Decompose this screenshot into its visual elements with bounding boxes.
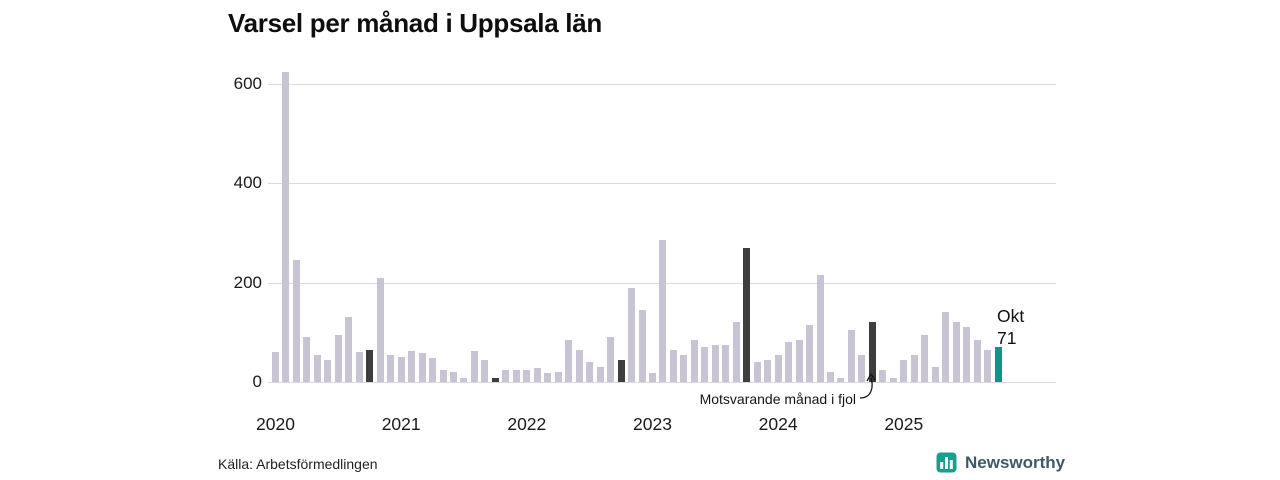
- bar-jul-2023: [711, 344, 719, 382]
- x-tick-label-2024: 2024: [758, 414, 798, 434]
- bar-jun-2020: [324, 359, 332, 382]
- bar-feb-2021: [408, 351, 416, 382]
- bar-maj-2025: [942, 312, 950, 382]
- bar-okt-2020: [366, 349, 374, 382]
- bar-dec-2023: [764, 359, 772, 382]
- bar-mar-2020: [292, 260, 300, 382]
- bar-apr-2021: [429, 358, 437, 382]
- current-value: 71: [997, 328, 1017, 348]
- bar-feb-2023: [659, 240, 667, 382]
- bar-sep-2023: [732, 322, 740, 382]
- bar-feb-2022: [533, 368, 541, 382]
- bar-mar-2022: [544, 373, 552, 382]
- bar-jan-2021: [397, 357, 405, 382]
- bar-apr-2024: [806, 324, 814, 382]
- bar-nov-2020: [376, 277, 384, 382]
- bar-okt-2025: [994, 346, 1002, 382]
- bar-jul-2022: [586, 362, 594, 382]
- y-tick-label-600: 600: [233, 74, 262, 93]
- bar-maj-2024: [816, 275, 824, 382]
- bar-jun-2024: [826, 372, 834, 382]
- bar-maj-2023: [690, 339, 698, 382]
- bar-jul-2020: [334, 334, 342, 382]
- bar-dec-2020: [387, 354, 395, 382]
- bar-jan-2024: [774, 354, 782, 382]
- bar-jan-2020: [272, 352, 279, 382]
- plot-area: [272, 71, 1005, 382]
- current-month: Okt: [997, 306, 1025, 326]
- annotation-label: Motsvarande månad i fjol: [699, 391, 856, 407]
- bar-feb-2025: [910, 354, 918, 382]
- bar-mar-2025: [921, 334, 929, 382]
- bar-jan-2023: [648, 373, 656, 382]
- bar-sep-2022: [607, 337, 615, 382]
- bar-okt-2022: [617, 359, 625, 382]
- bar-okt-2023: [743, 247, 751, 382]
- bar-jul-2025: [963, 327, 971, 382]
- bar-aug-2020: [345, 317, 353, 382]
- annotation-arrow-icon: [859, 373, 876, 399]
- bar-jan-2022: [523, 369, 531, 382]
- current-value-label: Okt 71: [997, 305, 1024, 349]
- bar-dec-2022: [638, 309, 646, 382]
- bar-okt-2024: [868, 322, 876, 382]
- bar-maj-2022: [565, 339, 573, 382]
- newsworthy-chart-icon: [936, 452, 957, 473]
- newsworthy-wordmark: Newsworthy: [965, 452, 1066, 472]
- bar-apr-2025: [931, 367, 939, 382]
- y-tick-label-400: 400: [233, 173, 262, 193]
- bar-mar-2021: [418, 353, 426, 382]
- y-tick-label-200: 200: [233, 272, 262, 292]
- gridline-0: [268, 382, 1056, 383]
- bar-jul-2024: [837, 378, 845, 382]
- bar-jun-2021: [450, 372, 457, 382]
- bar-apr-2022: [554, 372, 562, 382]
- gridline-400: [268, 183, 1056, 185]
- bar-nov-2022: [628, 287, 636, 382]
- x-tick-label-2021: 2021: [381, 414, 421, 434]
- bar-feb-2020: [282, 71, 290, 382]
- bar-jun-2025: [952, 322, 960, 382]
- bar-mar-2024: [795, 339, 803, 382]
- bar-sep-2021: [481, 359, 489, 382]
- bar-sep-2024: [858, 354, 866, 382]
- chart-title: Varsel per månad i Uppsala län: [228, 8, 602, 38]
- bar-dec-2024: [889, 378, 897, 382]
- newsworthy-logo[interactable]: Newsworthy: [936, 452, 1065, 473]
- gridline-600: [268, 84, 1056, 85]
- bar-aug-2021: [470, 351, 478, 382]
- bar-nov-2021: [502, 369, 510, 382]
- bar-nov-2024: [879, 369, 887, 382]
- bar-aug-2023: [722, 344, 730, 382]
- bar-jul-2021: [460, 378, 468, 382]
- bar-aug-2022: [596, 367, 604, 382]
- bar-jun-2022: [575, 349, 583, 382]
- bar-aug-2024: [847, 329, 855, 382]
- bar-apr-2020: [303, 337, 311, 382]
- x-tick-label-2023: 2023: [633, 414, 672, 434]
- bar-jun-2023: [701, 347, 709, 382]
- y-tick-label-0: 0: [252, 372, 262, 391]
- bar-nov-2023: [753, 362, 761, 382]
- bar-sep-2025: [984, 349, 992, 382]
- bar-mar-2023: [669, 349, 677, 382]
- bar-aug-2025: [973, 339, 981, 382]
- bar-sep-2020: [355, 352, 363, 382]
- bar-okt-2021: [491, 378, 499, 382]
- x-tick-label-2025: 2025: [884, 414, 924, 434]
- x-tick-label-2022: 2022: [507, 414, 547, 434]
- bar-apr-2023: [680, 354, 688, 382]
- bar-feb-2024: [785, 342, 793, 382]
- bar-jan-2025: [900, 359, 908, 382]
- bar-maj-2021: [439, 369, 447, 382]
- bar-dec-2021: [512, 369, 520, 382]
- x-tick-label-2020: 2020: [256, 414, 295, 434]
- source-label: Källa: Arbetsförmedlingen: [218, 456, 378, 472]
- bar-maj-2020: [313, 354, 321, 382]
